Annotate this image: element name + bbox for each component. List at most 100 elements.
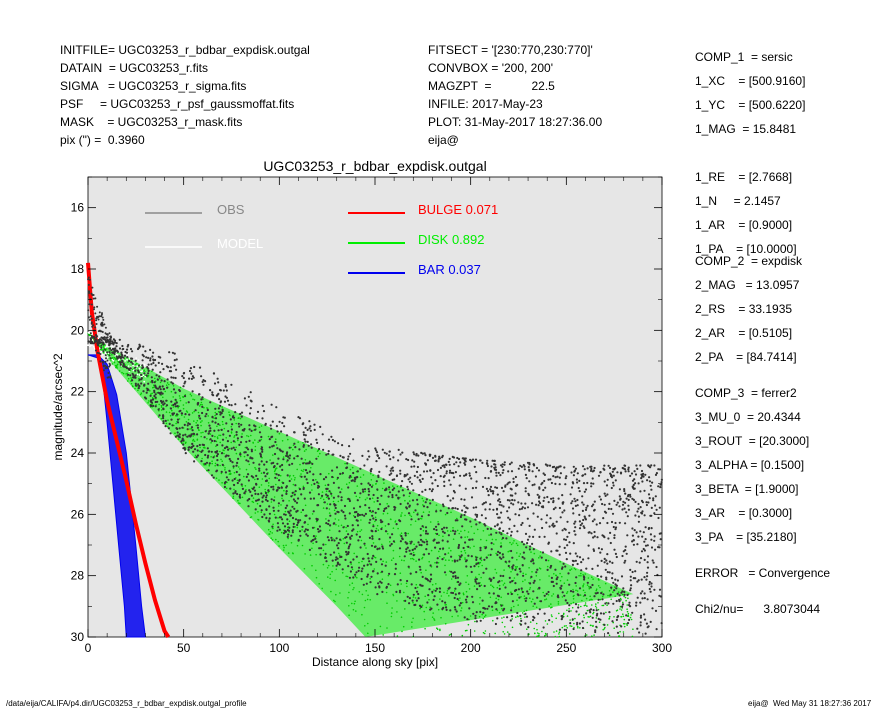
disk-point bbox=[591, 604, 593, 606]
obs-point bbox=[391, 493, 394, 497]
obs-point bbox=[475, 620, 478, 623]
obs-point bbox=[632, 539, 635, 542]
disk-point bbox=[367, 632, 369, 635]
disk-point bbox=[280, 531, 283, 534]
obs-point bbox=[453, 606, 456, 609]
obs-point bbox=[548, 464, 552, 467]
disk-point bbox=[428, 598, 430, 601]
obs-point bbox=[461, 509, 464, 512]
disk-point bbox=[275, 538, 277, 541]
obs-point bbox=[246, 499, 249, 502]
obs-point bbox=[282, 458, 285, 461]
obs-point bbox=[507, 592, 510, 595]
obs-point bbox=[613, 499, 616, 502]
obs-point bbox=[441, 607, 444, 611]
obs-point bbox=[240, 415, 243, 418]
obs-point bbox=[397, 497, 400, 500]
param-line: 2_AR = [0.5105] bbox=[695, 326, 793, 340]
obs-point bbox=[486, 462, 489, 466]
obs-point bbox=[260, 460, 263, 463]
obs-point bbox=[378, 547, 381, 550]
obs-point bbox=[421, 490, 424, 493]
disk-point bbox=[551, 615, 553, 618]
obs-point bbox=[540, 518, 543, 521]
obs-point bbox=[640, 499, 644, 502]
obs-point bbox=[569, 552, 572, 555]
obs-point bbox=[583, 515, 586, 518]
disk-point bbox=[575, 589, 577, 592]
disk-point bbox=[341, 572, 344, 574]
obs-point bbox=[542, 472, 545, 475]
obs-point bbox=[431, 456, 435, 459]
obs-point bbox=[271, 435, 274, 438]
disk-point bbox=[484, 614, 487, 616]
obs-point bbox=[487, 477, 490, 480]
obs-point bbox=[380, 527, 383, 531]
obs-point bbox=[651, 599, 654, 602]
obs-point bbox=[175, 368, 178, 371]
obs-point bbox=[360, 570, 363, 573]
obs-point bbox=[378, 470, 381, 473]
obs-point bbox=[88, 303, 91, 306]
obs-point bbox=[162, 420, 165, 423]
obs-point bbox=[95, 334, 97, 336]
obs-point bbox=[246, 454, 249, 457]
obs-point bbox=[428, 488, 431, 491]
obs-point bbox=[381, 547, 385, 550]
param-line: 3_PA = [35.2180] bbox=[695, 530, 797, 544]
obs-point bbox=[646, 561, 649, 564]
disk-point bbox=[329, 577, 331, 580]
obs-point bbox=[322, 448, 325, 451]
obs-point bbox=[275, 425, 278, 428]
obs-point bbox=[556, 595, 559, 598]
obs-point bbox=[596, 591, 599, 595]
obs-point bbox=[356, 513, 360, 516]
obs-point bbox=[159, 371, 162, 374]
disk-point bbox=[533, 552, 536, 555]
obs-point bbox=[481, 599, 484, 602]
obs-point bbox=[184, 413, 187, 416]
obs-point bbox=[129, 367, 132, 370]
disk-point bbox=[445, 574, 447, 576]
disk-point bbox=[321, 587, 324, 590]
obs-point bbox=[431, 590, 434, 594]
obs-point bbox=[224, 385, 227, 388]
obs-point bbox=[593, 508, 596, 511]
obs-point bbox=[531, 484, 534, 487]
obs-point bbox=[382, 509, 385, 513]
obs-point bbox=[583, 526, 586, 530]
param-line: 1_MAG = 15.8481 bbox=[695, 122, 797, 136]
disk-point bbox=[539, 579, 541, 581]
disk-point bbox=[210, 456, 212, 458]
obs-point bbox=[595, 609, 598, 612]
obs-point bbox=[248, 439, 251, 442]
obs-point bbox=[533, 602, 536, 605]
obs-point bbox=[375, 480, 378, 483]
disk-point bbox=[302, 470, 304, 473]
obs-point bbox=[278, 448, 281, 451]
obs-point bbox=[464, 541, 467, 544]
obs-point bbox=[407, 478, 410, 481]
obs-point bbox=[308, 427, 311, 430]
obs-point bbox=[469, 565, 472, 568]
obs-point bbox=[474, 486, 478, 489]
disk-point bbox=[322, 498, 325, 501]
chart-title: UGC03253_r_bdbar_expdisk.outgal bbox=[263, 158, 486, 174]
obs-point bbox=[325, 522, 328, 525]
obs-point bbox=[281, 463, 284, 467]
disk-point bbox=[458, 532, 461, 535]
obs-point bbox=[482, 571, 485, 574]
disk-point bbox=[610, 598, 612, 601]
disk-point bbox=[517, 604, 519, 606]
disk-point bbox=[273, 513, 276, 516]
disk-point bbox=[350, 476, 353, 479]
obs-point bbox=[332, 481, 335, 484]
obs-point bbox=[111, 351, 114, 354]
obs-point bbox=[97, 315, 100, 318]
disk-point bbox=[116, 363, 119, 366]
disk-point bbox=[332, 500, 335, 503]
obs-point bbox=[176, 418, 180, 421]
obs-point bbox=[533, 483, 536, 486]
obs-point bbox=[594, 620, 598, 623]
obs-point bbox=[541, 551, 545, 554]
